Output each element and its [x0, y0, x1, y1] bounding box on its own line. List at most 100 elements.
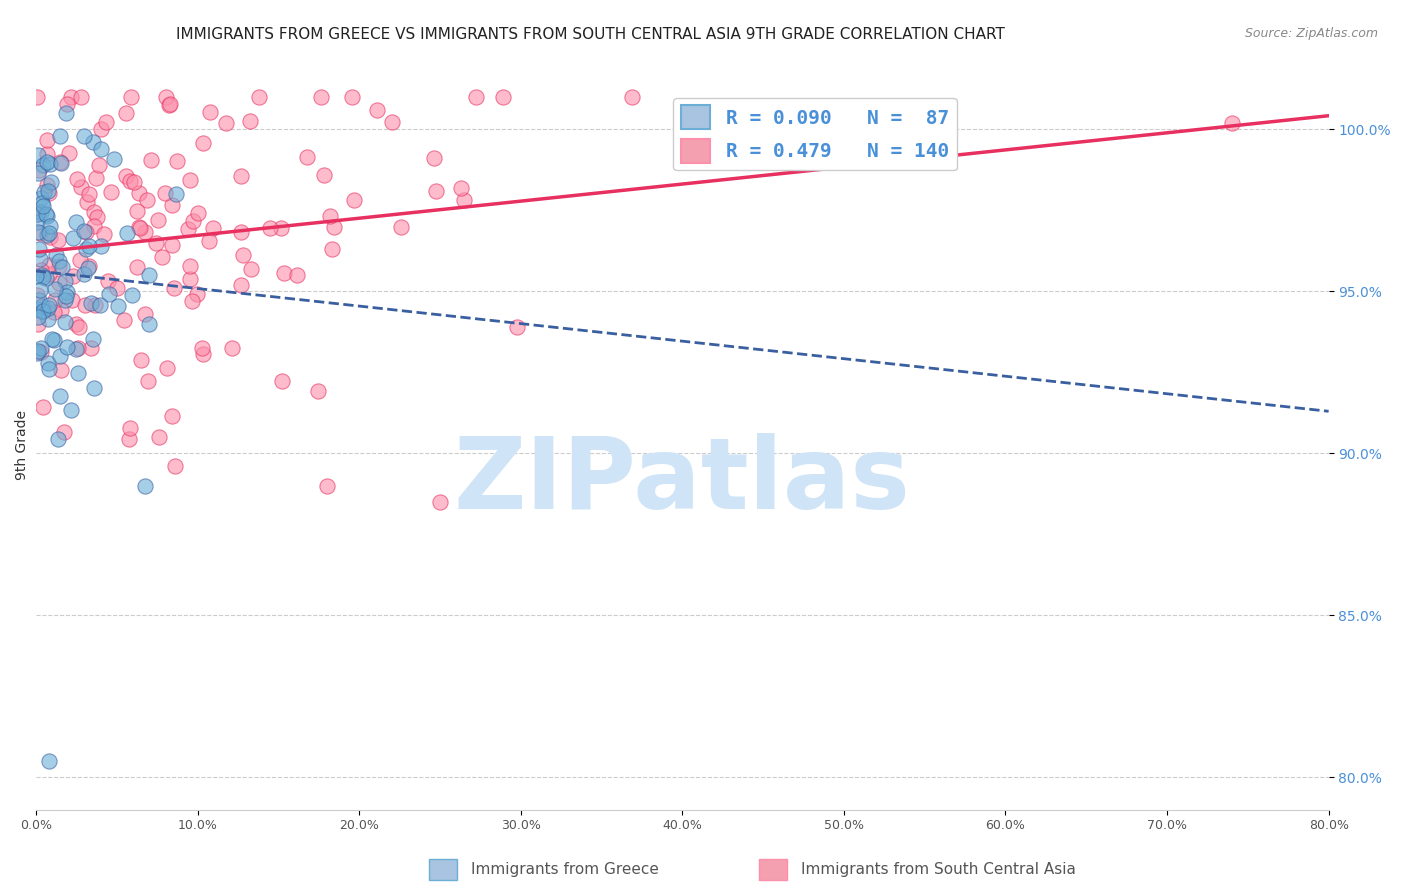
greece — [28, 242, 51, 256]
greece — [103, 152, 125, 166]
Legend: R = 0.090   N =  87, R = 0.479   N = 140: R = 0.090 N = 87, R = 0.479 N = 140 — [673, 98, 957, 170]
greece — [107, 299, 129, 313]
sca — [141, 153, 163, 167]
sca — [67, 341, 90, 355]
sca — [150, 250, 173, 264]
sca — [56, 97, 79, 112]
sca — [122, 175, 145, 189]
greece — [89, 298, 111, 312]
sca — [381, 115, 404, 129]
sca — [229, 278, 252, 293]
sca — [162, 409, 184, 424]
sca — [120, 174, 142, 188]
sca — [200, 105, 222, 120]
sca — [35, 133, 58, 147]
greece — [90, 142, 112, 156]
sca — [128, 220, 150, 235]
greece — [25, 268, 48, 283]
sca — [134, 225, 156, 239]
greece — [90, 239, 112, 253]
greece — [82, 135, 104, 149]
sca — [145, 235, 167, 250]
Text: Immigrants from South Central Asia: Immigrants from South Central Asia — [801, 863, 1077, 877]
sca — [84, 298, 107, 312]
sca — [239, 114, 262, 128]
greece — [49, 128, 72, 143]
sca — [160, 197, 183, 211]
sca — [215, 115, 238, 129]
sca — [89, 122, 111, 136]
greece — [27, 207, 49, 221]
sca — [239, 262, 262, 277]
sca — [315, 478, 337, 492]
sca — [75, 225, 97, 239]
sca — [323, 220, 346, 235]
sca — [366, 103, 388, 117]
greece — [31, 299, 53, 313]
sca — [70, 179, 93, 194]
sca — [49, 363, 72, 377]
sca — [148, 430, 170, 444]
sca — [620, 90, 643, 104]
sca — [38, 186, 60, 201]
greece — [45, 248, 67, 262]
greece — [30, 252, 52, 266]
sca — [249, 90, 271, 104]
sca — [193, 347, 215, 361]
sca — [77, 186, 100, 201]
sca — [38, 267, 60, 281]
sca — [38, 259, 60, 273]
sca — [30, 263, 52, 277]
sca — [48, 259, 70, 273]
Text: Source: ZipAtlas.com: Source: ZipAtlas.com — [1244, 27, 1378, 40]
sca — [125, 204, 148, 219]
sca — [125, 260, 148, 274]
greece — [31, 196, 53, 211]
greece — [27, 215, 49, 229]
sca — [425, 185, 447, 199]
sca — [259, 220, 281, 235]
greece — [32, 198, 55, 212]
greece — [27, 166, 49, 180]
sca — [117, 433, 139, 447]
greece — [39, 157, 62, 171]
sca — [319, 210, 342, 224]
greece — [39, 175, 62, 189]
sca — [38, 229, 60, 244]
sca — [48, 276, 70, 290]
sca — [87, 158, 110, 172]
greece — [27, 225, 49, 239]
sca — [69, 252, 91, 267]
greece — [73, 128, 96, 143]
sca — [166, 153, 188, 168]
greece — [31, 304, 53, 318]
greece — [25, 346, 48, 360]
greece — [55, 289, 77, 303]
greece — [56, 340, 79, 354]
sca — [120, 90, 142, 104]
FancyBboxPatch shape — [759, 859, 787, 880]
greece — [38, 362, 60, 376]
sca — [53, 425, 76, 439]
greece — [79, 296, 101, 310]
sca — [118, 421, 141, 435]
sca — [423, 152, 446, 166]
Text: IMMIGRANTS FROM GREECE VS IMMIGRANTS FROM SOUTH CENTRAL ASIA 9TH GRADE CORRELATI: IMMIGRANTS FROM GREECE VS IMMIGRANTS FRO… — [176, 27, 1005, 42]
greece — [73, 267, 96, 281]
greece — [51, 155, 73, 169]
sca — [311, 90, 333, 104]
sca — [492, 90, 515, 104]
sca — [229, 169, 252, 183]
sca — [136, 193, 159, 207]
greece — [32, 269, 55, 284]
sca — [86, 211, 108, 225]
greece — [34, 270, 56, 285]
greece — [65, 342, 87, 356]
greece — [27, 343, 49, 358]
sca — [198, 234, 221, 248]
sca — [389, 220, 412, 235]
sca — [312, 169, 335, 183]
greece — [97, 286, 120, 301]
sca — [464, 90, 486, 104]
sca — [28, 205, 51, 219]
